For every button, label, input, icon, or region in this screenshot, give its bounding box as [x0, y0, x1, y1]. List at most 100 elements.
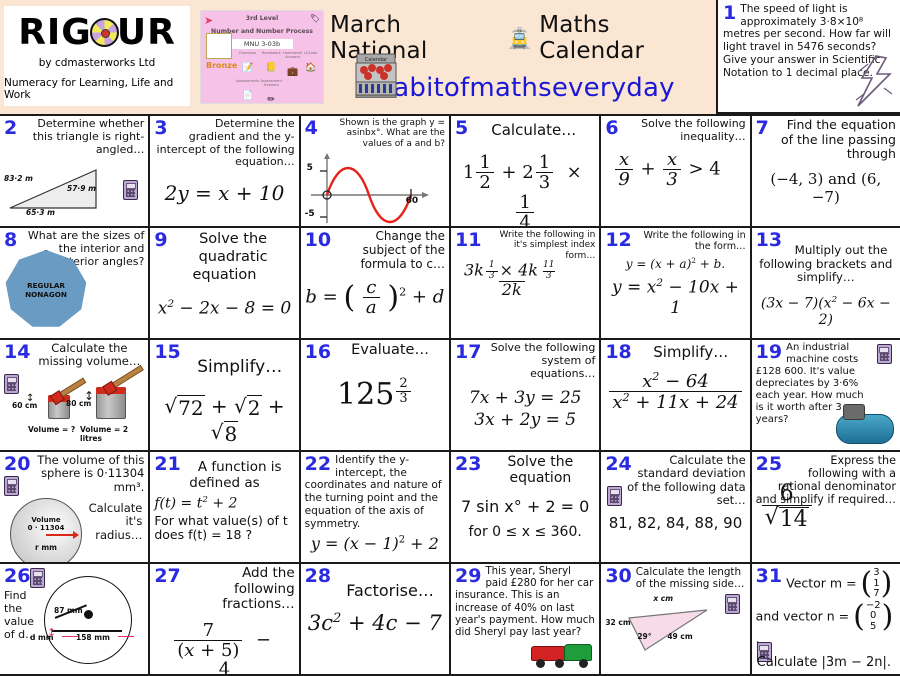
- day-number: 6: [605, 117, 619, 139]
- day-cell-15[interactable]: 15 Simplify… √ 72 + √ 2 + √ 8: [150, 340, 299, 450]
- day-cell-29[interactable]: 29 This year, Sheryl paid £280 for her c…: [450, 564, 600, 674]
- nonagon-shape: REGULAR NONAGON: [5, 250, 87, 327]
- day-cell-14[interactable]: 14 Calculate the missing volume… 60 cm 8…: [0, 340, 149, 450]
- volume-label-small: Volume = ?: [28, 424, 76, 434]
- day-cell-18[interactable]: 18 Simplify… x2 − 64 x2 + 11x + 24: [601, 340, 750, 450]
- day-cell-8[interactable]: 8 What are the sizes of the interior and…: [0, 228, 149, 338]
- day-prompt: Write the following in it's simplest ind…: [499, 230, 596, 261]
- promo-tile[interactable]: Assessments 📄: [236, 79, 259, 103]
- day-cell-12[interactable]: 12 Write the following in the form… y = …: [601, 228, 750, 338]
- day-prompt: Determine the gradient and the y-interce…: [156, 117, 295, 169]
- day-cell-7[interactable]: 7 Find the equation of the line passing …: [751, 116, 900, 226]
- promo-code: MNU 3-03b: [231, 38, 293, 49]
- day-prompt: Solve the quadratic equation: [192, 231, 268, 284]
- day-cell-2[interactable]: 2 Determine whether this triangle is rig…: [0, 116, 149, 226]
- calendar-grid: 2 Determine whether this triangle is rig…: [0, 114, 900, 676]
- vector-n-3: 5: [870, 620, 877, 632]
- day-cell-23[interactable]: 23 Solve the equation 7 sin x° + 2 = 0 f…: [450, 452, 600, 562]
- day-cell-3[interactable]: 3 Determine the gradient and the y-inter…: [150, 116, 299, 226]
- promo-tile[interactable]: Homework Answers 💼: [283, 51, 302, 78]
- day-cell-25[interactable]: 25 Express the following with a rational…: [751, 452, 900, 562]
- paint-tin-small: [48, 377, 87, 419]
- day-number: 25: [755, 453, 783, 475]
- day-prompt-a: The volume of this sphere is 0·11304 mm³…: [37, 453, 145, 494]
- day-cell-26[interactable]: 26 Find the value of d… 87 mm 158 mm d m…: [0, 564, 149, 674]
- day-expression-1: 7x + 3y = 25: [468, 388, 582, 409]
- day-number: 31: [755, 565, 783, 587]
- certificate-icon: [206, 33, 232, 59]
- angle-label: 29°: [637, 632, 652, 642]
- day-expression: f(t) = t2 + 2: [154, 495, 238, 512]
- day-cell-9[interactable]: 9 Solve the quadratic equation x2 − 2x −…: [150, 228, 299, 338]
- day-number: 15: [154, 341, 181, 363]
- day-number: 8: [4, 229, 18, 251]
- promo-tile-label: Homework Answers: [283, 50, 303, 59]
- calculator-icon: [4, 476, 19, 496]
- day-cell-21[interactable]: 21 A function is defined as f(t) = t2 + …: [150, 452, 299, 562]
- board-icon: 📒: [265, 62, 277, 73]
- day-prompt: This year, Sheryl paid £280 for her car …: [454, 566, 595, 639]
- day-number: 23: [454, 453, 482, 475]
- chord-arrow-left: [62, 636, 78, 638]
- sine-graph: [310, 153, 429, 224]
- paint-tin-large: [96, 364, 144, 419]
- promo-tile[interactable]: Homework 📒: [260, 51, 282, 78]
- day-cell-16[interactable]: 16 Evaluate… 125 2 3: [300, 340, 449, 450]
- vector-n-1: −2: [865, 599, 881, 611]
- day-cell-13[interactable]: 13 Multiply out the following brackets a…: [751, 228, 900, 338]
- brand-text-right: UR: [116, 11, 176, 53]
- day-number: 19: [755, 341, 783, 363]
- day-prompt: Express the following with a rational de…: [755, 454, 896, 506]
- day-range: for 0 ≤ x ≤ 360.: [468, 524, 582, 541]
- day-prompt: Write the following in the form…: [643, 230, 746, 253]
- svg-text:Calendar: Calendar: [365, 57, 388, 63]
- vector-n-row: and vector n = ( −2 0 5 ) .: [755, 598, 894, 646]
- day-form: y = (x + a)2 + b.: [625, 256, 726, 272]
- promo-tile[interactable]: Exercises 📝: [236, 51, 259, 78]
- promo-card[interactable]: ➤ 🏷 3rd Level Number and Number Process …: [200, 10, 324, 104]
- day-number: 26: [4, 565, 31, 587]
- day-expression: (−4, 3) and (6, −7): [770, 169, 882, 206]
- vector-m: ( 3 1 7 ): [860, 566, 893, 602]
- day-cell-1[interactable]: 1 The speed of light is approximately 3·…: [716, 0, 900, 114]
- day-cell-11[interactable]: 11 Write the following in it's simplest …: [450, 228, 600, 338]
- day-cell-30[interactable]: 30 Calculate the length of the missing s…: [601, 564, 750, 674]
- day-cell-24[interactable]: 24 Calculate the standard deviation of t…: [601, 452, 750, 562]
- triangle-vert-label: 57·9 m: [67, 184, 96, 194]
- day-cell-19[interactable]: 19 An industrial machine costs £128 600.…: [751, 340, 900, 450]
- day-cell-31[interactable]: 31 Vector m = ( 3 1 7 ) and vector n = (: [751, 564, 900, 674]
- back-arrow-icon[interactable]: ➤: [204, 14, 214, 27]
- day-cell-4[interactable]: 4 Shown is the graph y = asinbx°. What a…: [300, 116, 449, 226]
- day-number: 28: [304, 565, 332, 587]
- day-cell-17[interactable]: 17 Solve the following system of equatio…: [450, 340, 600, 450]
- calendar-title-panel: March National 🚊 Maths Calendar #abitofm…: [330, 0, 716, 114]
- day-cell-28[interactable]: 28 Factorise… 3c2 + 4c − 7: [300, 564, 449, 674]
- chord-line: [51, 630, 123, 632]
- day-cell-10[interactable]: 10 Change the subject of the formula to …: [300, 228, 449, 338]
- promo-panel[interactable]: ➤ 🏷 3rd Level Number and Number Process …: [194, 0, 330, 114]
- promo-tile[interactable]: Assessment Answers ✏: [260, 79, 282, 103]
- day-cell-20[interactable]: 20 The volume of this sphere is 0·11304 …: [0, 452, 149, 562]
- day-number: 4: [304, 117, 318, 139]
- promo-award-label: Bronze: [206, 61, 238, 70]
- day-number: 14: [4, 341, 31, 363]
- day-prompt-a: Vector m =: [786, 575, 857, 591]
- day-question: For what value(s) of t does f(t) = 18 ?: [154, 512, 288, 543]
- day-cell-22[interactable]: 22 Identify the y-intercept, the coordin…: [300, 452, 449, 562]
- promo-level: 3rd Level: [245, 15, 279, 22]
- y-axis-bottom-label: -5: [304, 209, 315, 220]
- sphere-volume-label: Volume: [31, 515, 61, 524]
- day-expression-2: 3x + 2y = 5: [474, 410, 577, 431]
- day-cell-27[interactable]: 27 Add the following fractions… 7 (x + 5)…: [150, 564, 299, 674]
- desk-icon: 💼: [287, 66, 299, 77]
- day-expression: √ 72 + √ 2 + √ 8: [164, 393, 285, 446]
- vector-n: ( −2 0 5 ): [853, 598, 894, 634]
- promo-tile-label: LI/Sodo: [304, 50, 318, 55]
- promo-tile[interactable]: LI/Sodo 🏠: [303, 51, 318, 78]
- day-number: 10: [304, 229, 332, 251]
